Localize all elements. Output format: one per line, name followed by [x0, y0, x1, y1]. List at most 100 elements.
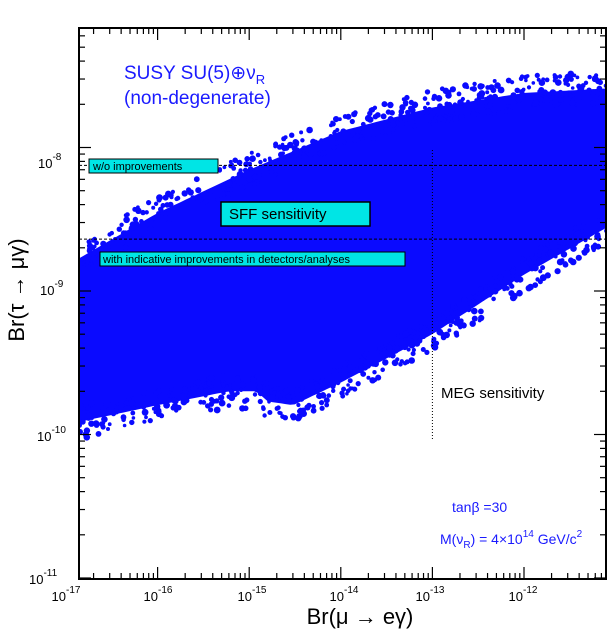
scatter-point [331, 144, 337, 151]
scatter-point [372, 370, 377, 375]
scatter-point [255, 152, 261, 158]
scatter-point [575, 254, 582, 261]
scatter-point [139, 219, 144, 224]
scatter-point [591, 248, 596, 253]
scatter-point [226, 191, 232, 197]
scatter-point [85, 412, 93, 420]
scatter-point [555, 79, 562, 86]
scatter-point [267, 410, 273, 415]
scatter-point [195, 388, 202, 395]
scatter-point [107, 245, 112, 250]
scatter-point [249, 155, 256, 162]
scatter-point [206, 380, 212, 387]
scatter-point [485, 90, 490, 95]
scatter-point [493, 283, 498, 289]
scatter-point [280, 142, 285, 147]
y-tick-labels: 10-11 10-10 10-9 10-8 [29, 152, 66, 587]
scatter-point [435, 95, 443, 102]
scatter-point [382, 359, 389, 366]
scatter-point [577, 85, 585, 93]
scatter-point [477, 83, 485, 90]
model-title: SUSY SU(5)⊕νR [124, 63, 265, 87]
scatter-point [220, 373, 227, 379]
scatter-point [83, 434, 91, 441]
scatter-point [536, 257, 543, 265]
scatter-point [107, 422, 112, 427]
scatter-point [352, 110, 358, 116]
scatter-point [106, 401, 112, 408]
scatter-point [363, 359, 370, 366]
scatter-point [231, 166, 237, 171]
scatter-point [335, 380, 341, 386]
scatter-point [257, 398, 263, 405]
scatter-point [319, 405, 325, 411]
scatter-point [142, 401, 148, 407]
scatter-point [114, 238, 119, 244]
scatter-point [250, 376, 255, 381]
scatter-point [157, 394, 162, 399]
scatter-point [329, 379, 336, 386]
scatter-point [299, 130, 304, 135]
scatter-point [123, 216, 130, 224]
scatter-point [471, 86, 477, 92]
scatter-point [345, 391, 349, 396]
scatter-point [123, 230, 128, 236]
scatter-point [456, 91, 462, 97]
scatter-point [521, 87, 526, 92]
scatter-point [505, 104, 510, 108]
scatter-point [594, 233, 601, 240]
scatter-point [449, 86, 456, 93]
scatter-point [480, 296, 486, 301]
scatter-point [98, 409, 105, 417]
scatter-point [313, 383, 321, 391]
scatter-point [583, 80, 589, 86]
scatter-point [239, 381, 246, 388]
scatter-point [201, 400, 207, 405]
scatter-point [190, 385, 195, 390]
scatter-point [471, 298, 476, 304]
scatter-point [595, 243, 602, 250]
scatter-point [262, 413, 267, 418]
scatter-point [116, 226, 123, 232]
scatter-point [560, 251, 568, 258]
scatter-point [342, 140, 347, 145]
scatter-point [298, 396, 305, 402]
scatter-point [424, 89, 431, 95]
scatter-point [418, 323, 424, 330]
scatter-point [233, 375, 241, 383]
scatter-point [448, 108, 455, 115]
scatter-point [519, 74, 525, 79]
scatter-point [411, 101, 419, 109]
scatter-point [373, 345, 378, 351]
scatter-point [581, 96, 586, 101]
scatter-point [431, 338, 437, 344]
scatter-point [424, 327, 429, 333]
scatter-point [538, 96, 544, 103]
scatter-point [101, 416, 108, 423]
scatter-point [140, 236, 145, 241]
scatter-point [471, 307, 478, 315]
scatter-point [572, 225, 579, 232]
scatter-point [450, 304, 455, 310]
scatter-point [382, 355, 387, 359]
scatter-point [439, 86, 445, 92]
scatter-point [132, 216, 139, 223]
scatter-point [141, 408, 149, 416]
scatter-point [115, 402, 120, 406]
scatter-point [519, 256, 526, 262]
scatter-point [494, 82, 501, 89]
y-tick-label: 10-10 [37, 425, 66, 444]
scatter-point [512, 294, 518, 300]
scatter-point [99, 247, 104, 252]
scatter-point [275, 391, 282, 398]
scatter-point [257, 390, 264, 397]
scatter-point [215, 196, 221, 202]
scatter-point [575, 230, 582, 237]
scatter-point [433, 326, 438, 331]
x-tick-label: 10-12 [509, 585, 538, 604]
scatter-point [585, 235, 590, 240]
scatter-point [221, 185, 226, 191]
wo-improvements-label: w/o improvements [92, 161, 183, 173]
scatter-point [282, 158, 287, 163]
scatter-point [290, 415, 297, 421]
